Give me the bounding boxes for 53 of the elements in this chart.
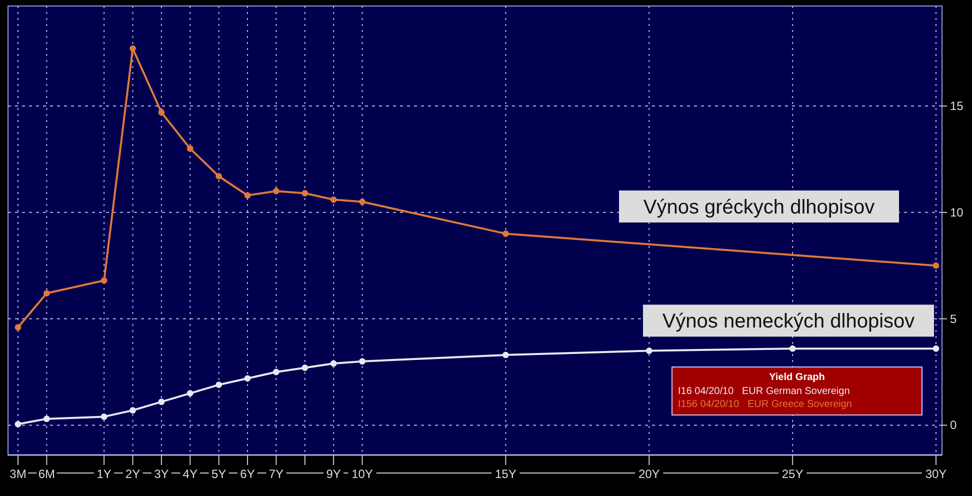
- y-tick-label: 5: [950, 312, 957, 326]
- point: [330, 360, 337, 367]
- point: [932, 262, 940, 269]
- point: [186, 390, 194, 396]
- point: [216, 173, 222, 180]
- point: [359, 358, 366, 365]
- point: [789, 345, 796, 352]
- point: [43, 416, 50, 422]
- x-tick-label: 25Y: [782, 467, 804, 481]
- annotation: Výnos gréckych dlhopisov: [643, 196, 875, 218]
- x-tick-label: 5Y: [211, 467, 226, 481]
- point: [272, 368, 280, 376]
- point: [130, 407, 136, 414]
- x-tick-label: 3Y: [154, 467, 169, 481]
- point: [14, 324, 22, 331]
- point: [272, 188, 280, 194]
- point: [302, 364, 308, 371]
- point: [330, 196, 337, 203]
- x-tick-label: 30Y: [925, 467, 947, 481]
- point: [130, 45, 136, 52]
- x-tick-label: 15Y: [495, 467, 516, 481]
- x-tick-label: 4Y: [182, 467, 198, 481]
- point: [359, 198, 366, 205]
- y-tick-label: 15: [950, 99, 964, 114]
- point: [43, 290, 50, 296]
- point: [100, 413, 108, 420]
- x-tick-label: 20Y: [638, 467, 660, 481]
- point: [244, 375, 251, 382]
- x-tick-label: 1Y: [96, 467, 112, 481]
- point: [14, 420, 22, 428]
- point: [932, 345, 940, 352]
- point: [244, 192, 251, 199]
- annotation: Výnos nemeckých dlhopisov: [662, 310, 915, 333]
- y-tick-label: 10: [950, 205, 964, 220]
- legend-panel: Yield Graph I16 04/20/10 EUR German Sovereign I156 04/20/10 EUR Greece Sovereign: [672, 366, 922, 416]
- x-tick-label: 3M: [10, 467, 26, 481]
- legend-title: Yield Graph: [769, 372, 825, 383]
- x-tick-label: 6M: [38, 467, 56, 481]
- point: [502, 230, 509, 237]
- point: [158, 398, 165, 405]
- x-tick-label: 2Y: [125, 467, 140, 481]
- point: [186, 145, 194, 152]
- x-tick-label: 7Y: [268, 467, 284, 481]
- point: [158, 109, 165, 116]
- point: [100, 277, 108, 284]
- point: [502, 352, 509, 358]
- x-tick-label: 6Y: [240, 467, 255, 481]
- point: [646, 348, 652, 354]
- x-tick-label: 10Y: [352, 467, 373, 481]
- x-tick-label: 9Y: [326, 467, 341, 481]
- y-tick-label: 0: [950, 418, 957, 432]
- point: [216, 382, 222, 388]
- point: [302, 190, 308, 196]
